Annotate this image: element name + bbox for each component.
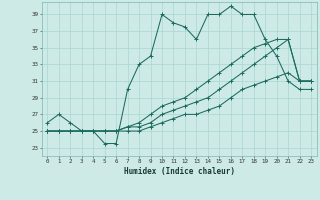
X-axis label: Humidex (Indice chaleur): Humidex (Indice chaleur) (124, 167, 235, 176)
